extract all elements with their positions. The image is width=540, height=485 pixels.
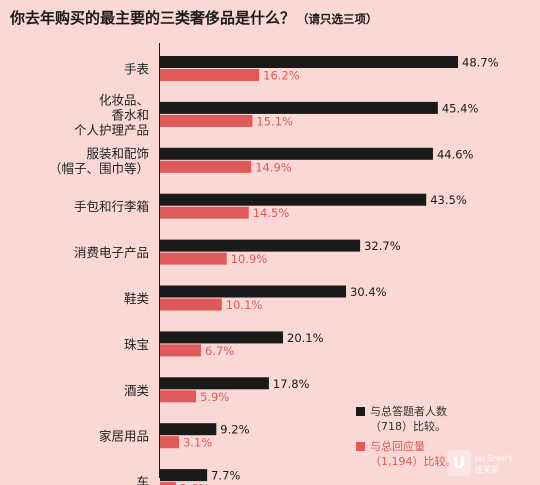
value-label-respondents-0: 48.7% bbox=[462, 56, 499, 70]
bar-responses-3 bbox=[160, 207, 249, 219]
category-label-3-line0: 手包和行李箱 bbox=[74, 199, 149, 214]
bar-responses-2 bbox=[160, 161, 251, 173]
category-label-1-line2: 个人护理产品 bbox=[74, 122, 149, 137]
legend-label-respondents-line2: （718）比较。 bbox=[370, 419, 506, 434]
value-label-responses-3: 14.5% bbox=[253, 206, 290, 220]
bar-responses-4 bbox=[160, 253, 227, 265]
category-label-1-line1: 香水和 bbox=[111, 107, 149, 122]
legend-item-respondents: 与总答题者人数 （718）比较。 bbox=[356, 404, 506, 434]
category-label-2-line1: （帽子、围巾等） bbox=[49, 161, 149, 176]
value-label-respondents-2: 44.6% bbox=[437, 147, 474, 161]
category-label-9-line0: 车 bbox=[136, 475, 149, 485]
bar-responses-5 bbox=[160, 299, 222, 311]
value-label-responses-7: 5.9% bbox=[200, 390, 229, 404]
legend-label-respondents-line1: 与总答题者人数 bbox=[370, 404, 506, 419]
category-label-0-line0: 手表 bbox=[124, 62, 150, 77]
value-label-respondents-4: 32.7% bbox=[364, 239, 401, 253]
category-label-1-line0: 化妆品、 bbox=[99, 92, 149, 107]
category-label-6-line0: 珠宝 bbox=[124, 337, 149, 352]
bar-respondents-4 bbox=[160, 240, 360, 252]
watermark: U Jai Shell's 佳美斯 bbox=[447, 448, 535, 480]
bar-respondents-7 bbox=[160, 377, 269, 389]
value-label-responses-8: 3.1% bbox=[183, 436, 212, 450]
value-label-respondents-5: 30.4% bbox=[350, 285, 387, 299]
bar-respondents-3 bbox=[160, 194, 426, 206]
value-label-respondents-7: 17.8% bbox=[273, 377, 310, 391]
value-label-respondents-8: 9.2% bbox=[220, 423, 249, 437]
value-label-respondents-6: 20.1% bbox=[287, 331, 324, 345]
value-label-respondents-9: 7.7% bbox=[211, 469, 240, 483]
bar-respondents-8 bbox=[160, 423, 216, 435]
value-label-responses-6: 6.7% bbox=[205, 344, 234, 358]
value-label-responses-9: 2.6% bbox=[180, 482, 209, 485]
value-label-responses-1: 15.1% bbox=[256, 114, 293, 128]
value-label-responses-2: 14.9% bbox=[255, 160, 292, 174]
bar-responses-8 bbox=[160, 436, 179, 448]
category-label-4-line0: 消费电子产品 bbox=[74, 245, 149, 260]
bar-respondents-5 bbox=[160, 286, 346, 298]
value-label-responses-5: 10.1% bbox=[226, 298, 263, 312]
value-label-responses-4: 10.9% bbox=[231, 252, 268, 266]
category-label-5-line0: 鞋类 bbox=[124, 291, 150, 306]
bar-responses-1 bbox=[160, 115, 252, 127]
bar-respondents-1 bbox=[160, 102, 438, 114]
category-label-7-line0: 酒类 bbox=[124, 383, 150, 398]
category-label-2-line0: 服装和配饰 bbox=[86, 146, 149, 161]
watermark-text-line1: Jai Shell's bbox=[475, 453, 513, 464]
watermark-text: Jai Shell's 佳美斯 bbox=[475, 453, 513, 475]
legend-swatch-respondents bbox=[356, 407, 365, 416]
bar-responses-7 bbox=[160, 390, 196, 402]
bar-respondents-2 bbox=[160, 148, 433, 160]
value-label-responses-0: 16.2% bbox=[263, 69, 300, 83]
bar-respondents-9 bbox=[160, 469, 207, 481]
watermark-text-line2: 佳美斯 bbox=[475, 464, 513, 475]
bar-responses-6 bbox=[160, 344, 201, 356]
bar-responses-0 bbox=[160, 69, 259, 81]
bar-respondents-0 bbox=[160, 56, 458, 68]
legend-swatch-responses bbox=[356, 442, 365, 451]
bar-respondents-6 bbox=[160, 331, 283, 343]
value-label-respondents-3: 43.5% bbox=[430, 193, 467, 207]
category-label-8-line0: 家居用品 bbox=[99, 429, 149, 444]
value-label-respondents-1: 45.4% bbox=[442, 101, 479, 115]
watermark-logo-icon: U bbox=[447, 450, 471, 476]
